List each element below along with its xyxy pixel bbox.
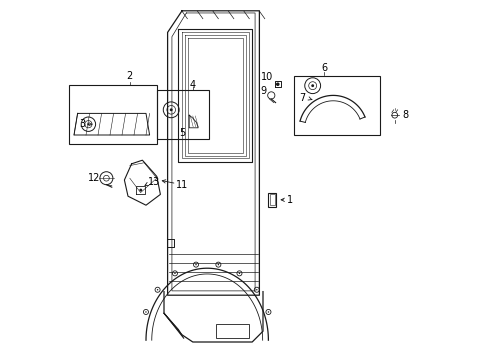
Circle shape: [157, 289, 158, 291]
Text: 1: 1: [287, 195, 293, 205]
Text: 2: 2: [127, 71, 133, 81]
Circle shape: [268, 311, 269, 313]
Circle shape: [276, 82, 280, 86]
Circle shape: [139, 189, 142, 192]
Text: 5: 5: [179, 128, 185, 138]
Circle shape: [170, 108, 172, 111]
Bar: [294, 76, 380, 135]
Text: 12: 12: [88, 173, 101, 183]
Circle shape: [256, 289, 258, 291]
Bar: [270, 194, 275, 205]
Text: 3: 3: [79, 119, 85, 129]
Circle shape: [87, 123, 90, 125]
Text: 9: 9: [260, 86, 266, 96]
Bar: [69, 85, 157, 144]
Circle shape: [145, 311, 147, 313]
Text: 8: 8: [402, 110, 408, 120]
Bar: [157, 90, 209, 139]
Bar: [216, 324, 248, 338]
Text: 7: 7: [299, 93, 306, 103]
Bar: [269, 193, 276, 207]
Text: 6: 6: [321, 63, 327, 73]
Circle shape: [174, 273, 176, 274]
Text: 10: 10: [261, 72, 273, 82]
Text: 11: 11: [176, 180, 188, 190]
Circle shape: [218, 264, 219, 265]
Circle shape: [239, 273, 240, 274]
Text: 13: 13: [148, 177, 160, 187]
Circle shape: [196, 264, 197, 265]
Circle shape: [311, 84, 314, 87]
Text: 4: 4: [190, 80, 196, 90]
